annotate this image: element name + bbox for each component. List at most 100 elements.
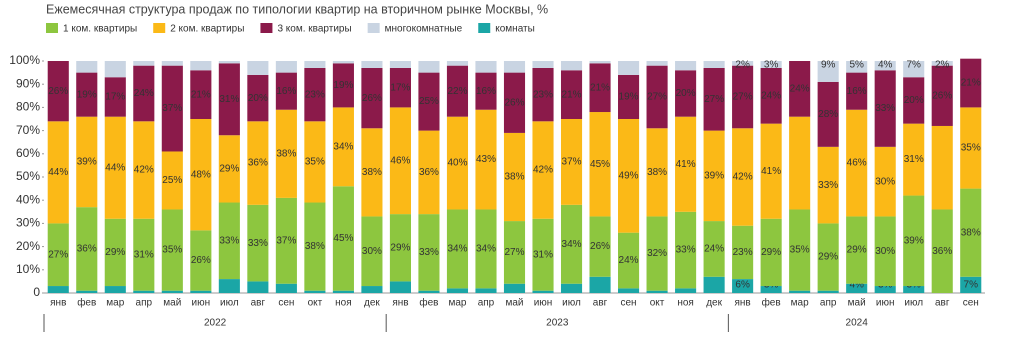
bar-segment <box>874 146 896 217</box>
value-label: 26% <box>48 86 68 97</box>
x-tick-label: янв <box>392 298 408 309</box>
legend-label: 2 ком. квартиры <box>170 24 244 35</box>
value-label: 22% <box>447 86 467 97</box>
bar-segment <box>675 61 697 71</box>
bar-segment <box>389 107 411 215</box>
x-tick-label: авг <box>593 298 608 309</box>
x-tick-label: сен <box>621 298 637 309</box>
group-label: 2023 <box>546 318 569 329</box>
bar-segment <box>218 202 240 280</box>
bar-segment <box>760 123 782 219</box>
group-label: 2024 <box>846 318 869 329</box>
value-label: 39% <box>704 170 724 181</box>
bar-segment <box>817 61 839 82</box>
bar-segment <box>389 281 411 293</box>
legend-swatch <box>367 23 380 33</box>
value-label: 31% <box>219 94 239 105</box>
value-label: 27% <box>504 247 524 258</box>
value-label: 39% <box>77 157 97 168</box>
bar-segment <box>190 61 212 71</box>
bar-segment <box>247 281 269 293</box>
bar-segment <box>133 218 155 291</box>
value-label: 46% <box>390 155 410 166</box>
bar-segment <box>247 61 269 75</box>
x-tick-label: фев <box>419 297 438 309</box>
y-tick-label: 20% <box>16 239 40 253</box>
value-label: 35% <box>790 245 810 256</box>
bar-segment <box>874 216 896 287</box>
value-label: 20% <box>676 88 696 99</box>
bar-segment <box>560 204 583 284</box>
bar-segment <box>903 195 925 287</box>
x-tick-label: июл <box>220 298 239 309</box>
value-label: 38% <box>647 167 667 178</box>
x-tick-label: авг <box>251 298 266 309</box>
bar-segment <box>133 121 155 219</box>
legend-label: многокомнатные <box>385 24 463 35</box>
value-label: 30% <box>362 246 382 257</box>
value-label: 35% <box>162 245 182 256</box>
x-tick-label: сен <box>963 298 979 309</box>
bar-segment <box>76 116 98 208</box>
bar-segment <box>389 67 411 108</box>
y-tick-label: 80% <box>16 100 40 114</box>
bar-segment <box>418 61 440 73</box>
value-label: 2% <box>935 60 950 71</box>
bar-segment <box>874 286 896 293</box>
bar-segment <box>161 151 183 210</box>
bar-segment <box>104 77 126 117</box>
bar-segment <box>817 290 839 293</box>
bar-segment <box>190 119 212 231</box>
bar-segment <box>361 128 383 217</box>
value-label: 44% <box>48 167 68 178</box>
bar-segment <box>503 61 526 73</box>
value-label: 45% <box>590 159 610 170</box>
bar-segment <box>104 61 126 78</box>
value-label: 38% <box>305 241 325 252</box>
legend-label: 1 ком. квартиры <box>63 24 137 35</box>
bar-segment <box>361 67 383 129</box>
bar-segment <box>646 61 668 66</box>
bar-segment <box>817 81 839 147</box>
x-tick-label: окт <box>308 298 323 309</box>
bar-segment <box>161 290 183 293</box>
bar-segment <box>218 135 240 203</box>
bar-segment <box>389 214 411 282</box>
x-tick-label: фев <box>762 297 781 309</box>
value-label: 32% <box>647 248 667 259</box>
legend-label: 3 ком. квартиры <box>277 24 351 35</box>
bar-segment <box>532 218 554 291</box>
bar-segment <box>760 67 782 124</box>
bar-segment <box>247 121 269 205</box>
bar-segment <box>304 202 326 291</box>
value-label: 34% <box>333 141 353 152</box>
value-label: 17% <box>390 82 410 93</box>
value-label: 4% <box>849 280 864 291</box>
value-label: 25% <box>162 175 182 186</box>
bar-segment <box>903 61 925 78</box>
x-tick-label: дек <box>706 298 722 309</box>
value-label: 42% <box>733 172 753 183</box>
bar-segment <box>446 61 469 66</box>
value-label: 38% <box>504 172 524 183</box>
bar-segment <box>732 279 754 293</box>
bar-segment <box>618 232 640 289</box>
value-label: 31% <box>904 154 924 165</box>
x-tick-label: июл <box>904 298 923 309</box>
bar-segment <box>275 61 297 73</box>
value-label: 17% <box>105 92 125 103</box>
value-label: 36% <box>77 244 97 255</box>
bar-segment <box>646 128 668 217</box>
value-label: 34% <box>447 244 467 255</box>
bar-segment <box>903 123 925 196</box>
bar-segment <box>532 67 554 122</box>
legend-label: комнаты <box>495 24 535 35</box>
bar-segment <box>218 279 240 293</box>
value-label: 26% <box>590 241 610 252</box>
bar-segment <box>560 70 583 119</box>
bar-segment <box>675 288 697 293</box>
value-label: 30% <box>875 176 895 187</box>
x-tick-label: апр <box>820 298 837 309</box>
bar-segment <box>789 290 811 293</box>
bar-segment <box>47 121 69 224</box>
